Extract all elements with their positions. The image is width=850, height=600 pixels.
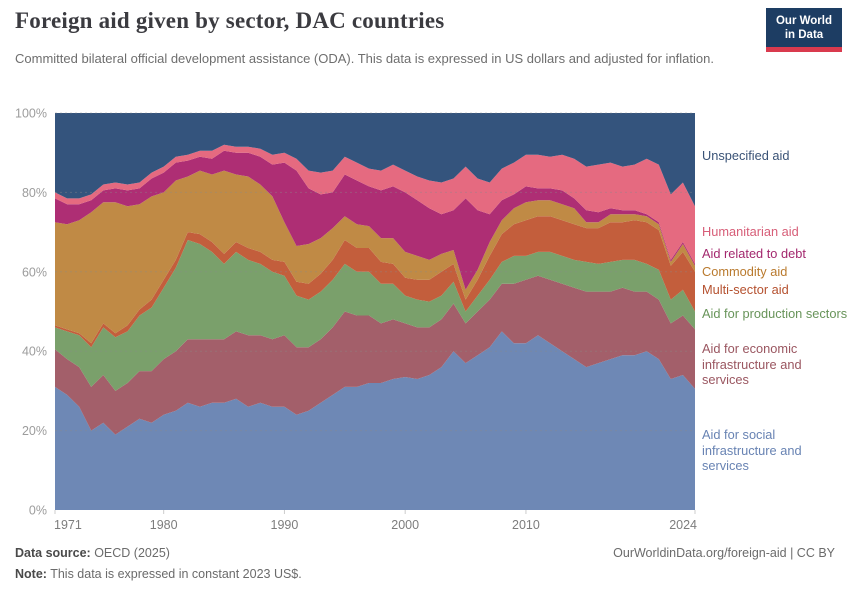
data-source-value: OECD (2025): [90, 546, 170, 560]
legend-label-aid-for-social-infrastructure-and-services[interactable]: Aid for social infrastructure and servic…: [702, 427, 802, 474]
owid-logo-line1: Our World: [775, 15, 832, 27]
x-tick-label-2024: 2024: [669, 518, 697, 532]
x-tick-label-1971: 1971: [54, 518, 82, 532]
y-tick-label-100: 100%: [15, 107, 47, 121]
owid-logo[interactable]: Our World in Data: [766, 8, 842, 52]
y-tick-label-40: 40%: [22, 345, 47, 359]
note-text: Note: This data is expressed in constant…: [15, 567, 302, 581]
area-unspecified-aid[interactable]: [55, 113, 695, 207]
legend-label-humanitarian-aid[interactable]: Humanitarian aid: [702, 224, 799, 239]
area-multi-sector-aid[interactable]: [55, 216, 695, 348]
y-tick-label-80: 80%: [22, 186, 47, 200]
legend-label-multi-sector-aid[interactable]: Multi-sector aid: [702, 282, 789, 297]
legend-label-aid-for-economic-infrastructure-and-services[interactable]: Aid for economic infrastructure and serv…: [702, 341, 802, 388]
area-humanitarian-aid[interactable]: [55, 144, 695, 264]
area-aid-for-economic-infrastructure-and-services[interactable]: [55, 275, 695, 435]
data-source-label: Data source:: [15, 546, 91, 560]
page-title: Foreign aid given by sector, DAC countri…: [15, 8, 445, 33]
area-aid-for-production-sectors[interactable]: [55, 240, 695, 391]
x-tick-label-2010: 2010: [512, 518, 540, 532]
owid-link[interactable]: OurWorldinData.org/foreign-aid | CC BY: [613, 546, 835, 560]
data-source-text: Data source: OECD (2025): [15, 546, 170, 560]
legend-label-unspecified-aid[interactable]: Unspecified aid: [702, 148, 790, 163]
note-label: Note:: [15, 567, 47, 581]
y-tick-label-20: 20%: [22, 424, 47, 438]
legend-label-commodity-aid[interactable]: Commodity aid: [702, 264, 788, 279]
area-commodity-aid[interactable]: [55, 170, 695, 344]
y-tick-label-60: 60%: [22, 265, 47, 279]
note-value: This data is expressed in constant 2023 …: [46, 567, 302, 581]
x-tick-label-1980: 1980: [150, 518, 178, 532]
area-aid-for-social-infrastructure-and-services[interactable]: [55, 331, 695, 510]
y-tick-label-0: 0%: [29, 504, 47, 518]
legend-label-aid-related-to-debt[interactable]: Aid related to debt: [702, 246, 806, 261]
x-tick-label-2000: 2000: [391, 518, 419, 532]
x-tick-label-1990: 1990: [271, 518, 299, 532]
page-subtitle: Committed bilateral official development…: [15, 51, 714, 66]
legend-label-aid-for-production-sectors[interactable]: Aid for production sectors: [702, 306, 848, 321]
area-aid-related-to-debt[interactable]: [55, 150, 695, 290]
owid-logo-line2: in Data: [784, 29, 824, 42]
